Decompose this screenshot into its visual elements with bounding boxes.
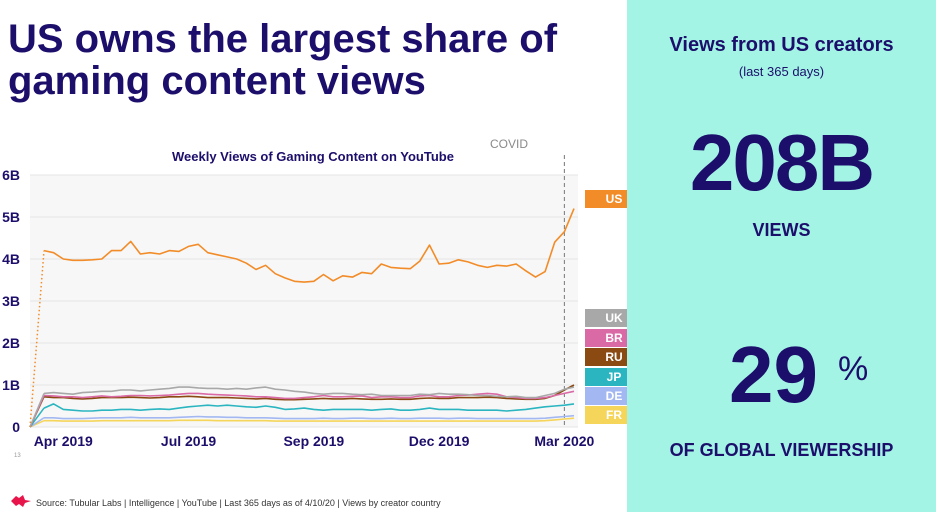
series-entry-us	[29, 250, 45, 428]
series-line-jp	[43, 403, 575, 412]
share-value: 29	[729, 330, 818, 419]
y-tick-label: 5B	[2, 209, 20, 225]
series-line-br	[43, 390, 575, 400]
brand-logo-icon	[11, 495, 31, 507]
y-tick-label: 4B	[2, 251, 20, 267]
views-label: VIEWS	[752, 220, 811, 240]
views-value: 208B	[689, 118, 875, 207]
series-line-ru	[43, 384, 575, 401]
headline: US owns the largest share of gaming cont…	[8, 17, 558, 103]
covid-annotation: COVID	[490, 137, 529, 151]
x-tick-label: Dec 2019	[409, 433, 470, 449]
stats-panel: Views from US creators (last 365 days) 2…	[627, 0, 936, 512]
y-tick-label: 6B	[2, 167, 20, 183]
series-line-fr	[44, 417, 575, 422]
x-tick-label: Apr 2019	[34, 433, 93, 449]
y-tick-label: 0	[12, 419, 20, 435]
x-tick-label: Mar 2020	[534, 433, 594, 449]
series-line-de	[44, 414, 575, 420]
y-tick-label: 1B	[2, 377, 20, 393]
chart-title: Weekly Views of Gaming Content on YouTub…	[172, 149, 454, 164]
share-label: OF GLOBAL VIEWERSHIP	[669, 440, 894, 460]
series-line-us	[43, 208, 575, 283]
line-chart: 0 1B 2B 3B 4B 5B 6B Apr 2019 Jul 2019 Sep 2019 Dec…	[2, 155, 595, 449]
panel-heading: Views from US creators	[669, 34, 894, 56]
footer-fragment: 13	[14, 453, 21, 459]
series-entry-de	[29, 417, 45, 428]
panel-subheading: (last 365 days)	[738, 64, 825, 79]
source-note: Source: Tubular Labs | Intelligence | Yo…	[36, 498, 441, 508]
x-tick-label: Jul 2019	[161, 433, 216, 449]
series-entry-uk	[29, 393, 45, 428]
series-entry-jp	[29, 407, 45, 428]
y-tick-label: 2B	[2, 335, 20, 351]
x-tick-label: Sep 2019	[283, 433, 344, 449]
y-tick-label: 3B	[2, 293, 20, 309]
series-line-uk	[43, 386, 575, 399]
share-unit: %	[838, 350, 869, 388]
